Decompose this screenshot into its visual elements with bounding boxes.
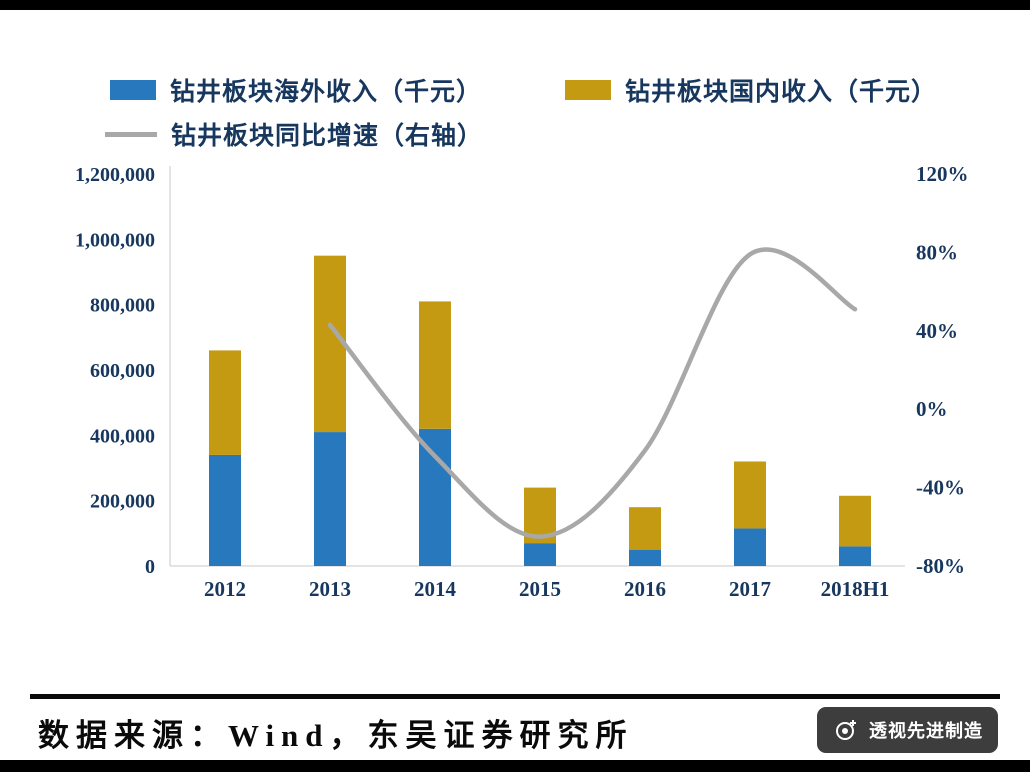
brand-badge: 透视先进制造 bbox=[817, 707, 998, 753]
right-axis-tick-label: -80% bbox=[916, 554, 965, 578]
footer-divider bbox=[30, 694, 1000, 699]
bar-segment bbox=[734, 461, 766, 529]
bar-segment bbox=[209, 454, 241, 566]
overseas-swatch-icon bbox=[110, 80, 156, 100]
legend-item-overseas: 钻井板块海外收入（千元） bbox=[110, 72, 482, 108]
bar-segment bbox=[629, 549, 661, 566]
bar-segment bbox=[314, 432, 346, 566]
brand-logo-icon bbox=[836, 720, 856, 740]
x-axis-category-label: 2014 bbox=[414, 577, 457, 601]
combo-chart: 0 200,000 400,000 600,000 800,000 1,000,000 1,… bbox=[0, 160, 1030, 630]
left-axis-tick-label: 600,000 bbox=[90, 360, 155, 382]
left-axis-tick-label: 800,000 bbox=[90, 295, 155, 317]
growth-rate-line bbox=[327, 247, 858, 539]
bottom-divider bbox=[0, 760, 1030, 772]
brand-badge-label: 透视先进制造 bbox=[869, 721, 983, 741]
x-axis-category-label: 2017 bbox=[729, 577, 771, 601]
x-axis-category-label: 2018H1 bbox=[821, 577, 890, 601]
data-source-text: 数据来源：Wind，东吴证券研究所 bbox=[38, 718, 634, 753]
combo-chart-svg: 0 200,000 400,000 600,000 800,000 1,000,000 1,… bbox=[75, 162, 969, 601]
right-axis-tick-label: 0% bbox=[916, 397, 948, 421]
bar-segment bbox=[524, 543, 556, 566]
x-axis-category-label: 2013 bbox=[309, 577, 351, 601]
right-axis-tick-label: 40% bbox=[916, 319, 958, 343]
right-axis-tick-label: 120% bbox=[916, 162, 969, 186]
legend-item-domestic: 钻井板块国内收入（千元） bbox=[565, 72, 937, 108]
legend-label-growth: 钻井板块同比增速（右轴） bbox=[171, 123, 484, 150]
bar-segment bbox=[839, 495, 871, 547]
right-axis-tick-label: 80% bbox=[916, 240, 958, 264]
bar-segment bbox=[734, 528, 766, 566]
left-axis-tick-label: 1,200,000 bbox=[75, 164, 155, 186]
x-axis-category-label: 2015 bbox=[519, 577, 561, 601]
legend-item-growth: 钻井板块同比增速（右轴） bbox=[105, 116, 483, 152]
bar-segment bbox=[209, 350, 241, 455]
bar-segment bbox=[314, 255, 346, 433]
x-axis-category-label: 2012 bbox=[204, 577, 246, 601]
legend-label-overseas: 钻井板块海外收入（千元） bbox=[170, 79, 483, 106]
domestic-swatch-icon bbox=[565, 80, 611, 100]
bar-segment bbox=[419, 428, 451, 566]
right-axis-tick-label: -40% bbox=[916, 476, 965, 500]
left-axis-tick-label: 0 bbox=[145, 556, 155, 578]
x-axis-category-label: 2016 bbox=[624, 577, 666, 601]
top-divider bbox=[0, 0, 1030, 10]
left-axis-tick-label: 200,000 bbox=[90, 491, 155, 513]
left-axis-tick-label: 1,000,000 bbox=[75, 229, 155, 251]
legend-label-domestic: 钻井板块国内收入（千元） bbox=[625, 79, 938, 106]
bar-segment bbox=[629, 507, 661, 550]
bar-segment bbox=[419, 301, 451, 429]
bar-segment bbox=[839, 546, 871, 566]
growth-line-swatch-icon bbox=[105, 131, 157, 137]
left-axis-tick-label: 400,000 bbox=[90, 425, 155, 447]
